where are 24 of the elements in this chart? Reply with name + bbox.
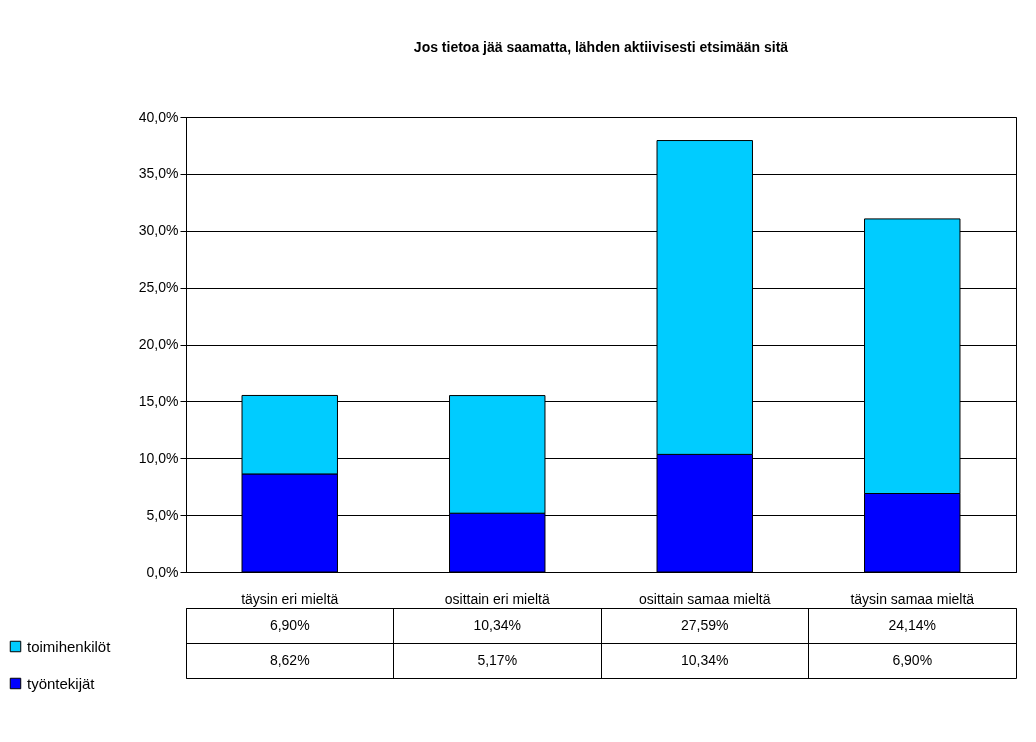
legend-label: toimihenkilöt [27,637,112,655]
x-tick-label: täysin eri mieltä [241,590,339,607]
legend-label: työntekijät [27,674,96,692]
y-tick-label: 25,0% [138,279,179,296]
y-tick-label: 35,0% [138,165,179,182]
x-tick-label: täysin samaa mieltä [850,590,975,607]
data-label: 6,90% [269,616,310,633]
data-label: 6,90% [892,651,933,668]
chart-title: Jos tietoa jää saamatta, lähden aktiivisesti etsimään sitä [413,38,789,55]
y-tick-label: 10,0% [138,449,179,466]
x-tick-label: osittain samaa mieltä [638,590,771,607]
y-tick-label: 5,0% [146,506,179,523]
data-label: 8,62% [269,651,310,668]
data-label: 10,34% [473,616,521,633]
data-label: 27,59% [681,616,729,633]
y-tick-label: 20,0% [138,336,179,352]
data-label: 5,17% [477,651,518,668]
data-label: 24,14% [888,616,936,633]
y-tick-label: 15,0% [138,392,179,409]
y-tick-label: 40,0% [138,108,179,125]
x-tick-label: osittain eri mieltä [444,590,550,607]
data-label: 10,34% [681,651,729,668]
y-tick-label: 30,0% [138,222,179,239]
y-tick-label: 0,0% [146,563,179,580]
